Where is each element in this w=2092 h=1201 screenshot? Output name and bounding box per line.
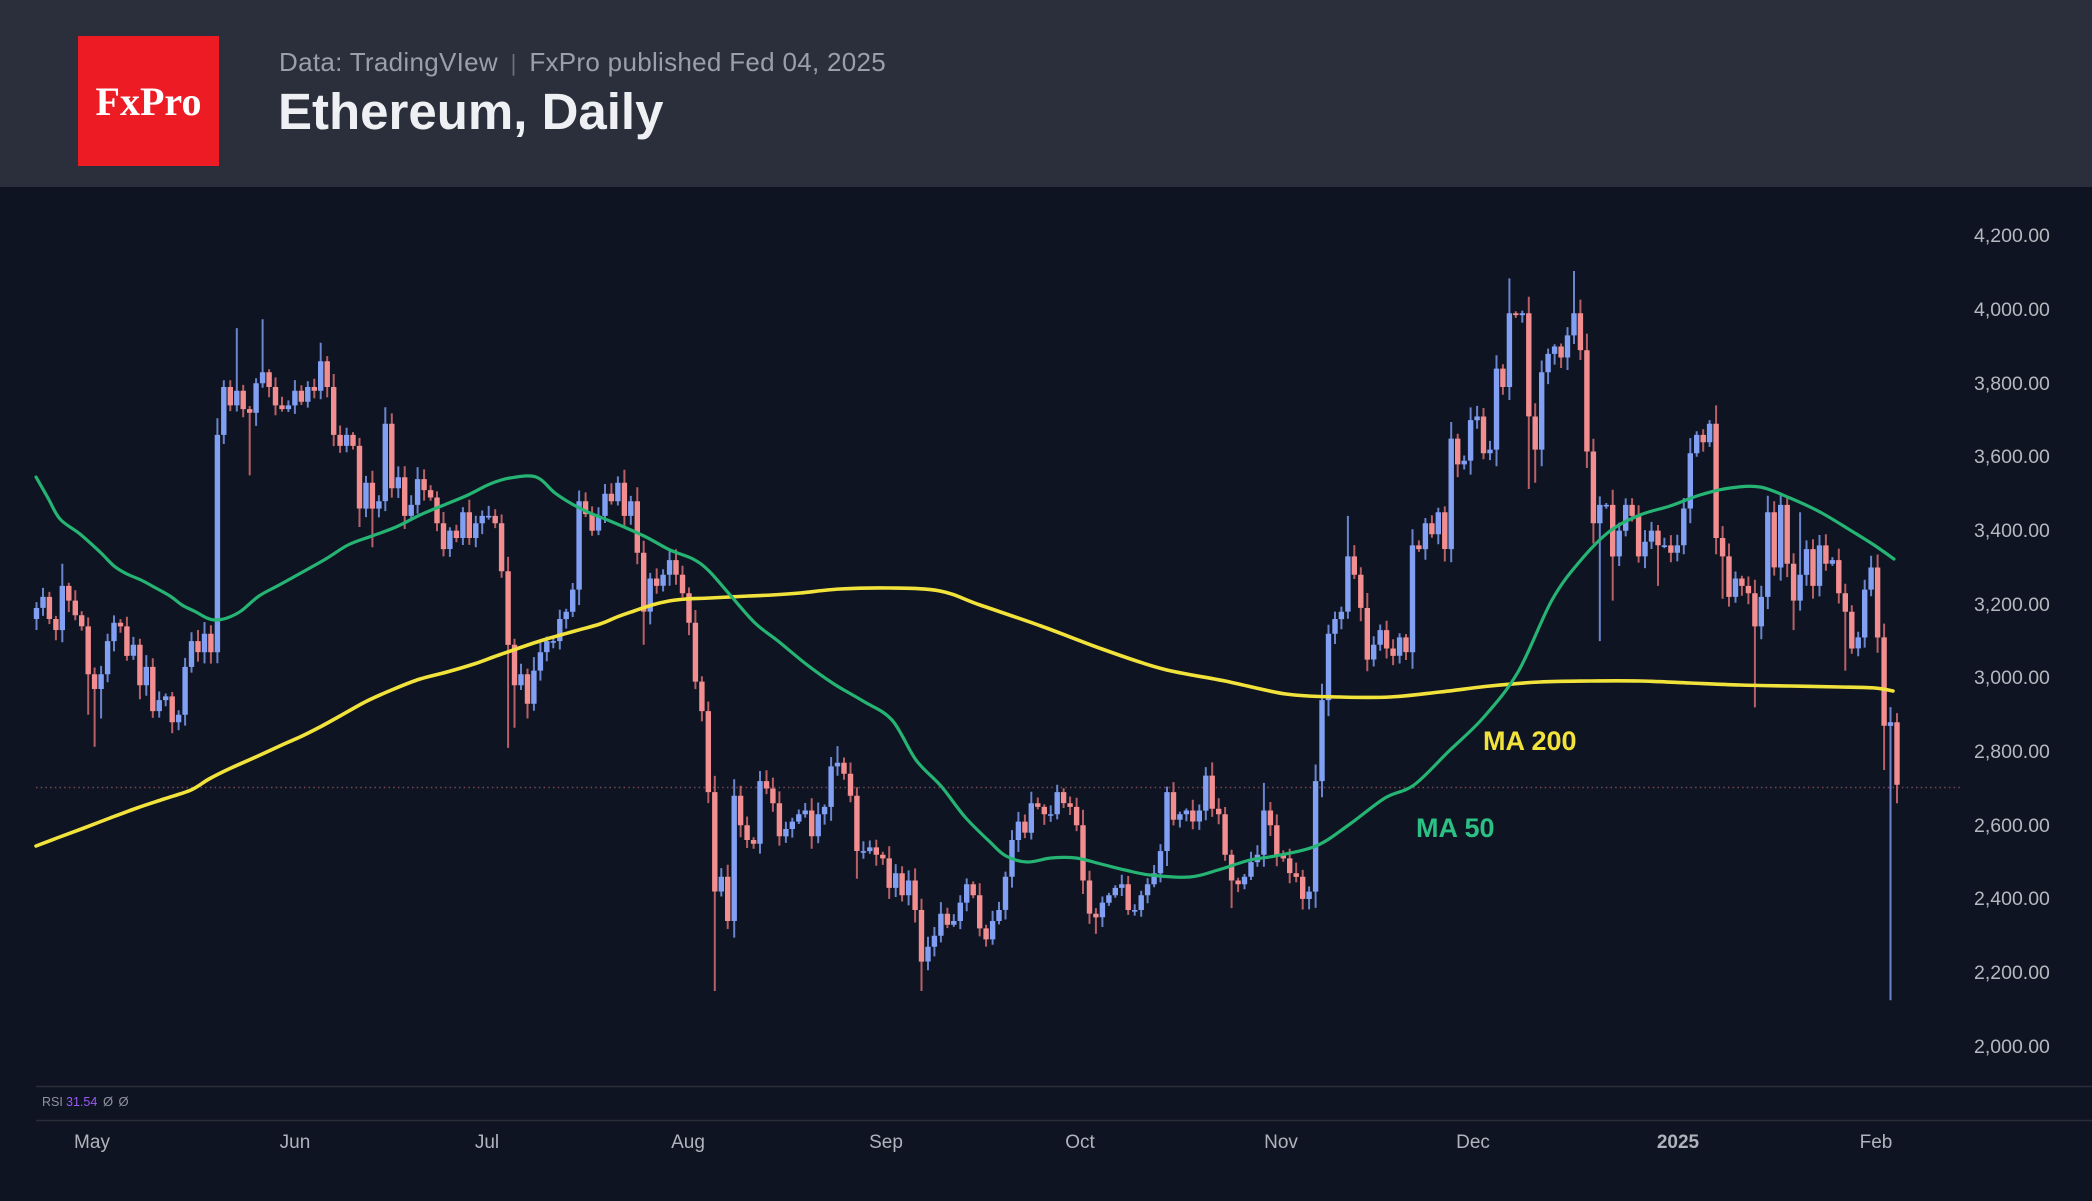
svg-text:Jun: Jun: [280, 1132, 311, 1153]
svg-text:Feb: Feb: [1860, 1132, 1893, 1153]
svg-text:31.54: 31.54: [66, 1095, 97, 1109]
svg-text:4,200.00: 4,200.00: [1974, 225, 2050, 247]
svg-text:3,200.00: 3,200.00: [1974, 594, 2050, 616]
svg-text:2,000.00: 2,000.00: [1974, 1036, 2050, 1058]
svg-text:MA 50: MA 50: [1416, 813, 1495, 843]
svg-text:Dec: Dec: [1456, 1132, 1490, 1153]
svg-text:Sep: Sep: [869, 1132, 903, 1153]
svg-text:Nov: Nov: [1264, 1132, 1298, 1153]
svg-text:Oct: Oct: [1065, 1132, 1095, 1153]
svg-text:Ø: Ø: [103, 1094, 113, 1109]
svg-text:2,600.00: 2,600.00: [1974, 815, 2050, 837]
svg-text:4,000.00: 4,000.00: [1974, 299, 2050, 321]
svg-text:2,800.00: 2,800.00: [1974, 741, 2050, 763]
svg-text:MA 200: MA 200: [1483, 726, 1577, 756]
svg-text:May: May: [74, 1132, 110, 1153]
svg-text:3,600.00: 3,600.00: [1974, 446, 2050, 468]
svg-text:3,000.00: 3,000.00: [1974, 667, 2050, 689]
svg-text:Ø: Ø: [119, 1094, 129, 1109]
svg-text:RSI: RSI: [42, 1095, 63, 1109]
svg-text:3,800.00: 3,800.00: [1974, 373, 2050, 395]
svg-text:2025: 2025: [1657, 1132, 1700, 1153]
svg-text:3,400.00: 3,400.00: [1974, 520, 2050, 542]
svg-text:Jul: Jul: [475, 1132, 499, 1153]
svg-text:2,400.00: 2,400.00: [1974, 888, 2050, 910]
svg-text:2,200.00: 2,200.00: [1974, 962, 2050, 984]
svg-text:Aug: Aug: [671, 1132, 705, 1153]
